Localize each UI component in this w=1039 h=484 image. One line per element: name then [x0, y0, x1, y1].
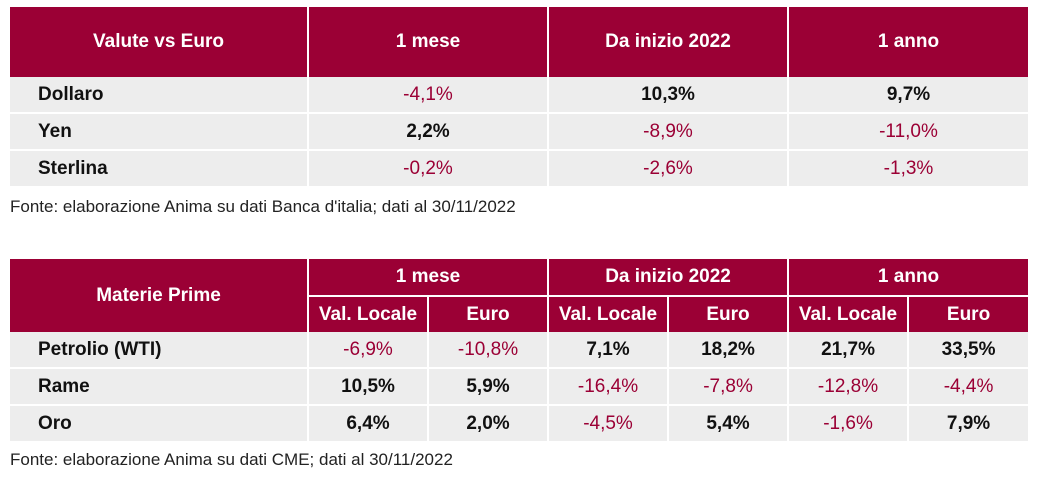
header-currency: Valute vs Euro — [10, 7, 308, 77]
row-label: Rame — [10, 367, 308, 405]
value-cell: -1,3% — [787, 149, 1028, 186]
header-ytd: Da inizio 2022 — [547, 7, 788, 77]
subheader-local: Val. Locale — [547, 295, 669, 332]
row-label: Yen — [10, 112, 308, 150]
value-cell: 7,1% — [547, 332, 669, 368]
source-note: Fonte: elaborazione Anima su dati CME; d… — [10, 450, 453, 469]
value-cell: -8,9% — [547, 112, 788, 150]
value-cell: -12,8% — [787, 367, 909, 405]
value-cell: -1,6% — [787, 404, 909, 441]
table-row: Petrolio (WTI) -6,9% -10,8% 7,1% 18,2% 2… — [10, 332, 1029, 368]
header-group-1-year: 1 anno — [787, 259, 1029, 296]
subheader-euro: Euro — [426, 295, 549, 332]
value-cell: -16,4% — [547, 367, 669, 405]
currency-table: Valute vs Euro 1 mese Da inizio 2022 1 a… — [10, 7, 1028, 186]
row-label: Sterlina — [10, 149, 308, 186]
table-row: Oro 6,4% 2,0% -4,5% 5,4% -1,6% 7,9% — [10, 404, 1029, 441]
value-cell: 2,0% — [426, 404, 549, 441]
table-row: Sterlina -0,2% -2,6% -1,3% — [10, 149, 1028, 186]
value-cell: 21,7% — [787, 332, 909, 368]
header-group-ytd: Da inizio 2022 — [547, 259, 789, 296]
value-cell: -6,9% — [307, 332, 428, 368]
value-cell: -11,0% — [787, 112, 1028, 150]
header-group-1-month: 1 mese — [306, 259, 549, 296]
table-row: Yen 2,2% -8,9% -11,0% — [10, 112, 1028, 150]
value-cell: 5,9% — [426, 367, 549, 405]
value-cell: 10,5% — [307, 367, 428, 405]
commodities-subheader: Val. Locale Euro Val. Locale Euro Val. L… — [10, 295, 1029, 332]
value-cell: 10,3% — [547, 77, 788, 113]
header-1-year: 1 anno — [787, 7, 1028, 77]
table-row: Dollaro -4,1% 10,3% 9,7% — [10, 77, 1028, 113]
value-cell: 33,5% — [907, 332, 1029, 368]
subheader-local: Val. Locale — [307, 295, 428, 332]
header-commodities: Materie Prime — [10, 259, 308, 332]
commodities-table-header: Materie Prime 1 mese Da inizio 2022 1 an… — [10, 259, 1029, 332]
table-row: Rame 10,5% 5,9% -16,4% -7,8% -12,8% -4,4… — [10, 367, 1029, 405]
subheader-euro: Euro — [907, 295, 1029, 332]
value-cell: -7,8% — [667, 367, 789, 405]
row-label: Petrolio (WTI) — [10, 332, 308, 368]
source-note: Fonte: elaborazione Anima su dati Banca … — [10, 197, 516, 216]
subheader-euro: Euro — [667, 295, 789, 332]
commodities-table: Materie Prime 1 mese Da inizio 2022 1 an… — [10, 259, 1029, 441]
header-1-month: 1 mese — [307, 7, 548, 77]
value-cell: -4,5% — [547, 404, 669, 441]
row-label: Dollaro — [10, 77, 308, 113]
value-cell: -10,8% — [426, 332, 549, 368]
value-cell: 9,7% — [787, 77, 1028, 113]
value-cell: 7,9% — [907, 404, 1029, 441]
value-cell: 6,4% — [307, 404, 428, 441]
value-cell: -2,6% — [547, 149, 788, 186]
value-cell: -4,1% — [307, 77, 548, 113]
subheader-local: Val. Locale — [787, 295, 909, 332]
value-cell: -0,2% — [307, 149, 548, 186]
currency-table-header: Valute vs Euro 1 mese Da inizio 2022 1 a… — [10, 7, 1028, 77]
row-label: Oro — [10, 404, 308, 441]
value-cell: 18,2% — [667, 332, 789, 368]
value-cell: 5,4% — [667, 404, 789, 441]
value-cell: -4,4% — [907, 367, 1029, 405]
value-cell: 2,2% — [307, 112, 548, 150]
